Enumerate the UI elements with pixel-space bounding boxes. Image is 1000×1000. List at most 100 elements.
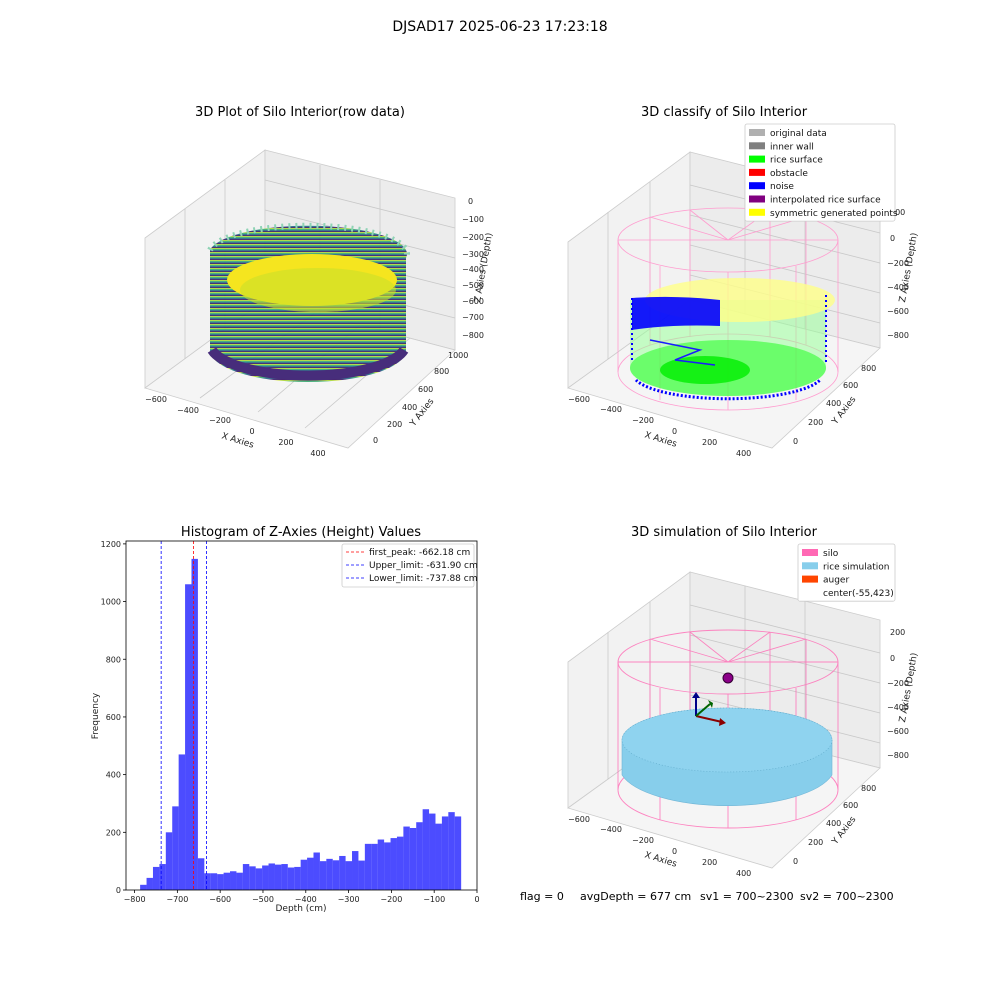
raw-z-tick: −100 (462, 215, 484, 224)
histogram-bar (223, 872, 231, 890)
classify-points (630, 278, 835, 401)
legend-swatch (749, 142, 765, 150)
simulation-x-tick: −200 (632, 836, 654, 845)
simulation-x-tick: 0 (672, 847, 677, 856)
panel-raw: 3D Plot of Silo Interior(row data) − (144, 105, 495, 458)
raw-z-tick: −700 (462, 313, 484, 322)
raw-z-tick: −400 (462, 265, 484, 274)
histogram-bar (159, 864, 166, 890)
legend-swatch (749, 155, 765, 163)
legend-frame (797, 543, 896, 602)
simulation-z-tick: −400 (887, 703, 909, 712)
classify-x-tick: −400 (600, 405, 622, 414)
histogram-bar (319, 861, 327, 890)
simulation-y-tick: 400 (826, 819, 841, 828)
raw-x-tick: −200 (209, 416, 231, 425)
simulation-rice (621, 707, 833, 806)
histogram-bar (249, 866, 256, 890)
legend-frame (744, 123, 896, 222)
panel-simulation: 3D simulation of Silo Interior (567, 525, 920, 878)
raw-cylinder (207, 222, 410, 382)
raw-y-tick: 1000 (448, 351, 468, 360)
histogram-legend-label: first_peak: -662.18 cm (369, 548, 470, 558)
histogram-bar (140, 884, 147, 890)
histogram-bar (390, 838, 397, 890)
histogram-x-tick: −600 (209, 895, 231, 904)
raw-x-tick: 400 (310, 449, 325, 458)
histogram-x-tick: 0 (474, 895, 479, 904)
histogram-bar (429, 813, 436, 890)
legend-swatch (749, 195, 765, 203)
panel-classify: 3D classify of Silo Interior (567, 105, 920, 458)
histogram-plot-area: −800 −700 −600 −500 −400 −300 −200 −100 0 0 200 400… (101, 540, 480, 904)
histogram-bar (441, 816, 449, 890)
legend-swatch (749, 208, 765, 216)
simulation-x-tick: −400 (600, 825, 622, 834)
classify-z-ticks: 200 0 −200 −400 −600 −800 (887, 208, 909, 340)
histogram-y-tick: 1000 (101, 598, 121, 607)
histogram-bar (403, 826, 410, 890)
histogram-x-tick: −200 (380, 895, 402, 904)
legend-label: obstacle (770, 169, 808, 179)
legend-label: auger (823, 576, 849, 586)
classify-z-tick: 0 (890, 234, 895, 243)
raw-x-tick: 200 (278, 438, 293, 447)
legend-label: symmetric generated points (770, 209, 898, 219)
simulation-z-tick: −600 (887, 727, 909, 736)
histogram-bar (377, 839, 385, 890)
classify-y-tick: 200 (808, 418, 823, 427)
panel-classify-title: 3D classify of Silo Interior (641, 105, 808, 120)
raw-z-ticks: 0 −100 −200 −300 −400 −500 −600 −700 −80… (462, 197, 484, 340)
footer-flag: flag = 0 (520, 890, 564, 903)
simulation-auger-marker (722, 672, 734, 684)
legend-label: inner wall (770, 142, 814, 152)
footer-stats: flag = 0 avgDepth = 677 cm sv1 = 700~230… (520, 890, 894, 903)
histogram-bar (178, 754, 186, 890)
simulation-z-ticks: 200 0 −200 −400 −600 −800 (887, 628, 909, 760)
simulation-x-tick: 200 (702, 858, 717, 867)
histogram-bar (339, 855, 346, 890)
raw-x-tick: −600 (145, 395, 167, 404)
raw-y-tick: 0 (373, 436, 378, 445)
simulation-x-tick: −600 (568, 815, 590, 824)
classify-x-tick: −200 (632, 416, 654, 425)
raw-x-tick: 0 (249, 427, 254, 436)
histogram-bar (230, 871, 237, 890)
simulation-y-ticks: 0 200 400 600 800 (793, 784, 876, 866)
classify-y-tick: 600 (843, 381, 858, 390)
classify-z-tick: −200 (887, 259, 909, 268)
histogram-legend-label: Lower_limit: -737.88 cm (369, 574, 477, 584)
histogram-y-label: Frequency (91, 692, 101, 739)
classify-x-tick: 400 (736, 449, 751, 458)
raw-y-ticks: 0 200 400 600 800 1000 (373, 351, 468, 445)
simulation-legend: silo rice simulation auger center(-55,423) (797, 543, 896, 602)
histogram-bar (409, 827, 417, 890)
histogram-bar (454, 816, 462, 890)
raw-y-tick: 400 (402, 403, 417, 412)
classify-z-tick: −800 (887, 331, 909, 340)
panel-simulation-title: 3D simulation of Silo Interior (631, 525, 818, 540)
histogram-y-tick: 1200 (101, 540, 121, 549)
histogram-bar (326, 858, 333, 890)
histogram-bar (197, 858, 205, 890)
legend-swatch (802, 549, 818, 556)
classify-legend: original data inner wall rice surface obsta… (744, 123, 898, 222)
histogram-bar (152, 866, 160, 890)
histogram-title: Histogram of Z-Axies (Height) Values (181, 525, 421, 540)
histogram-bar (268, 863, 275, 890)
classify-x-tick: 200 (702, 438, 717, 447)
histogram-bar (281, 864, 288, 890)
histogram-bar (422, 809, 430, 890)
histogram-x-tick: −500 (252, 895, 274, 904)
histogram-bar (255, 868, 263, 890)
histogram-bar (352, 851, 359, 890)
simulation-y-tick: 0 (793, 857, 798, 866)
raw-z-tick: −200 (462, 233, 484, 242)
histogram-bar (448, 812, 455, 890)
simulation-x-tick: 400 (736, 869, 751, 878)
footer-sv1: sv1 = 700~2300 (700, 890, 794, 903)
simulation-z-tick: 200 (890, 628, 905, 637)
histogram-y-tick: 600 (106, 713, 121, 722)
footer-sv2: sv2 = 700~2300 (800, 890, 894, 903)
histogram-bar (262, 865, 269, 890)
